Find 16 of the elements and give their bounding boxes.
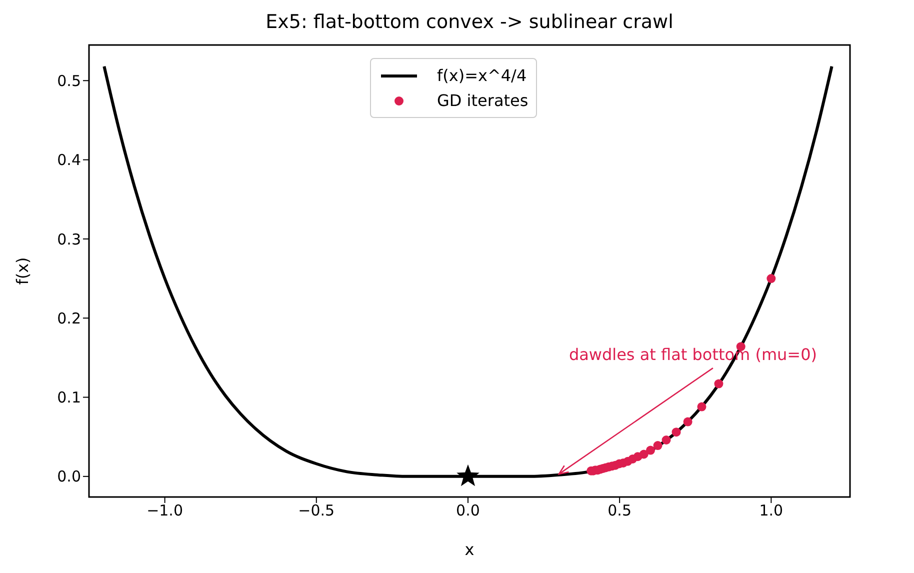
x-tick-label: 0.0 [456, 502, 480, 520]
x-tick-label: −0.5 [298, 502, 335, 520]
y-tick-label: 0.4 [57, 151, 81, 170]
y-tick-label: 0.2 [57, 309, 81, 328]
y-tick-label: 0.5 [57, 72, 81, 90]
legend-label: GD iterates [437, 91, 528, 110]
x-tick-label: 0.5 [608, 502, 632, 520]
y-tick-label: 0.3 [57, 230, 81, 248]
y-tick-label: 0.0 [57, 468, 81, 486]
x-tick-label: −1.0 [146, 502, 184, 520]
x-tick-label: 1.0 [759, 502, 784, 520]
y-tick-label: 0.1 [57, 388, 81, 407]
legend-label: f(x)=x^4/4 [437, 66, 527, 85]
chart-title: Ex5: flat-bottom convex -> sublinear crawl [266, 11, 674, 33]
x-axis-title: x [464, 540, 474, 559]
y-axis-title: f(x) [13, 257, 32, 285]
